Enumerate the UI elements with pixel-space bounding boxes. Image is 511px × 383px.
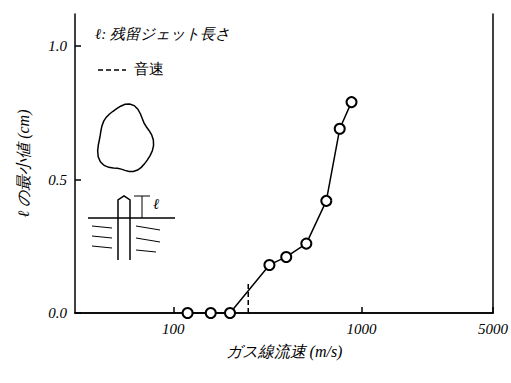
svg-text:ガス線流速 (m/s): ガス線流速 (m/s) xyxy=(226,343,343,361)
svg-text:1000: 1000 xyxy=(347,321,378,337)
svg-text:0.5: 0.5 xyxy=(48,172,67,188)
svg-text:ℓ の最小値 (cm): ℓ の最小値 (cm) xyxy=(15,110,33,218)
svg-text:5000: 5000 xyxy=(478,321,509,337)
svg-text:100: 100 xyxy=(162,321,185,337)
svg-text:音速: 音速 xyxy=(134,61,164,77)
svg-text:ℓ: ℓ xyxy=(153,196,159,212)
svg-text:1.0: 1.0 xyxy=(48,38,67,54)
svg-text:0.0: 0.0 xyxy=(48,305,67,321)
svg-text:ℓ: 残留ジェット長さ: ℓ: 残留ジェット長さ xyxy=(95,26,230,42)
